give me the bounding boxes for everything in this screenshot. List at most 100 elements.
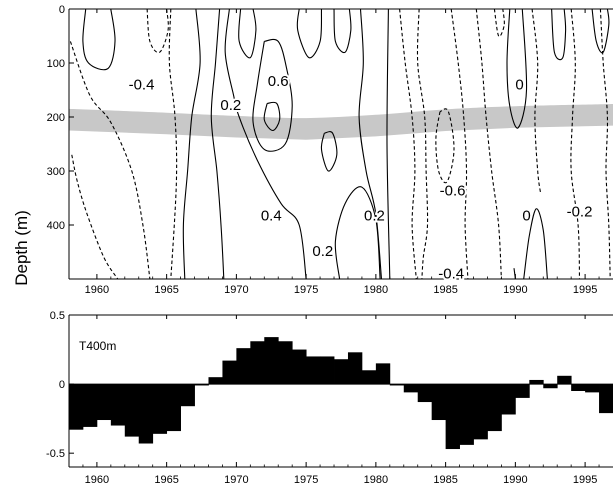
bar-panel-frame bbox=[68, 314, 613, 468]
contour-panel-frame bbox=[68, 8, 613, 280]
contour-line-2 bbox=[69, 41, 151, 279]
bar-1959 bbox=[82, 384, 98, 427]
contour-line-13 bbox=[333, 9, 352, 54]
contour-line-28 bbox=[551, 9, 567, 61]
bar-1961 bbox=[110, 384, 126, 426]
t400m-panel-label: T400m bbox=[79, 339, 116, 353]
contour-line-18 bbox=[399, 9, 417, 279]
depth-axis-title: Depth (m) bbox=[12, 210, 31, 286]
contour-x-tick-label-1975: 1975 bbox=[294, 284, 318, 296]
bar-1967 bbox=[194, 384, 209, 386]
contour-line-9 bbox=[238, 9, 257, 59]
contour-line-24 bbox=[493, 9, 505, 38]
contour-value-label-11: -0.2 bbox=[567, 204, 593, 221]
contour-line-22 bbox=[475, 9, 502, 279]
contour-line-11 bbox=[263, 101, 281, 132]
contour-value-label-2: 0.2 bbox=[220, 97, 241, 114]
t400m-bar-panel: 1960 1965 1970 1975 1980 1985 1990 1995 0.5 0 -0.5… bbox=[46, 310, 613, 486]
bar-1996 bbox=[599, 384, 613, 414]
contour-line-14 bbox=[320, 131, 338, 172]
contour-line-27 bbox=[531, 9, 542, 193]
contour-line-8 bbox=[224, 9, 307, 279]
bar-1970 bbox=[236, 348, 251, 385]
contour-y-tick-label-300: 300 bbox=[47, 166, 65, 178]
contour-line-26 bbox=[523, 208, 548, 279]
contour-panel-ticks: 1960 1965 1970 1975 1980 1985 1990 1995 0 100 200 3… bbox=[47, 4, 600, 296]
bar-1990 bbox=[515, 384, 530, 398]
bar-y-tick-label-0: 0.5 bbox=[50, 310, 65, 322]
bar-1975 bbox=[306, 356, 321, 385]
contour-line-12 bbox=[296, 9, 323, 59]
bar-1960 bbox=[96, 384, 112, 421]
bar-1966 bbox=[180, 384, 195, 407]
bar-y-tick-label-1: 0 bbox=[59, 379, 65, 391]
bar-1981 bbox=[389, 384, 405, 386]
bar-1969 bbox=[222, 360, 237, 385]
bar-1987 bbox=[473, 384, 488, 440]
contour-line-3 bbox=[146, 9, 169, 54]
shaded-band-layer bbox=[69, 104, 613, 140]
contour-x-tick-label-1985: 1985 bbox=[433, 284, 457, 296]
contour-value-label-1: -0.4 bbox=[129, 77, 155, 94]
bar-1976 bbox=[320, 356, 335, 385]
bar-1980 bbox=[375, 363, 391, 385]
contour-y-tick-label-100: 100 bbox=[47, 58, 65, 70]
bar-1977 bbox=[334, 359, 349, 385]
contour-x-tick-label-1970: 1970 bbox=[224, 284, 248, 296]
contour-value-label-3: 0.6 bbox=[268, 73, 289, 90]
bar-1989 bbox=[501, 384, 516, 415]
bar-1986 bbox=[459, 384, 474, 445]
bar-x-tick-label-1995: 1995 bbox=[573, 474, 597, 486]
contour-value-label-6: 0.2 bbox=[364, 207, 385, 224]
contour-value-label-9: -0.4 bbox=[438, 266, 464, 283]
contour-line-1 bbox=[82, 9, 116, 71]
contour-line-31 bbox=[591, 9, 610, 54]
contour-line-23 bbox=[506, 9, 528, 129]
contour-labels-layer: -0.4 0.2 0.6 0.4 0.2 0.2 -0.6 0 -0.4 0 -0.2 bbox=[127, 71, 595, 285]
contour-x-tick-label-1965: 1965 bbox=[154, 284, 178, 296]
bar-1968 bbox=[208, 377, 223, 385]
bar-x-tick-label-1965: 1965 bbox=[154, 474, 178, 486]
bar-1983 bbox=[417, 384, 433, 403]
bar-1991 bbox=[529, 379, 544, 385]
contour-line-29 bbox=[570, 9, 581, 279]
contour-line-7 bbox=[210, 9, 225, 279]
bar-1971 bbox=[250, 341, 265, 385]
contour-value-label-7: -0.6 bbox=[440, 182, 466, 199]
contour-y-tick-label-200: 200 bbox=[47, 112, 65, 124]
contour-value-label-10: 0 bbox=[522, 207, 530, 224]
bar-x-tick-label-1990: 1990 bbox=[503, 474, 527, 486]
bar-x-tick-label-1960: 1960 bbox=[85, 474, 109, 486]
bar-y-tick-label-2: -0.5 bbox=[46, 448, 65, 460]
bar-panel-ticks: 1960 1965 1970 1975 1980 1985 1990 1995 0.5 0 -0.5 bbox=[46, 310, 600, 486]
bar-1965 bbox=[166, 384, 181, 432]
bar-1988 bbox=[487, 384, 502, 432]
bar-1982 bbox=[403, 384, 419, 393]
bar-1963 bbox=[138, 384, 154, 444]
contour-line-6 bbox=[182, 9, 201, 279]
contour-line-5 bbox=[168, 9, 178, 279]
bar-1974 bbox=[292, 349, 307, 385]
contour-x-tick-label-1960: 1960 bbox=[85, 284, 109, 296]
bar-1994 bbox=[571, 384, 586, 391]
bar-x-tick-label-1975: 1975 bbox=[294, 474, 318, 486]
contour-x-tick-label-1980: 1980 bbox=[364, 284, 388, 296]
contour-x-tick-label-1995: 1995 bbox=[573, 284, 597, 296]
contour-x-tick-label-1990: 1990 bbox=[503, 284, 527, 296]
contour-line-4 bbox=[71, 154, 119, 279]
contour-line-17 bbox=[386, 9, 391, 279]
contour-value-label-4: 0.4 bbox=[261, 207, 282, 224]
bar-1978 bbox=[347, 352, 363, 385]
bar-1962 bbox=[124, 384, 140, 437]
contour-line-19 bbox=[416, 9, 429, 279]
bar-1984 bbox=[431, 384, 447, 421]
contour-value-label-8: 0 bbox=[515, 77, 523, 94]
bar-1958 bbox=[69, 384, 84, 430]
bar-1964 bbox=[152, 384, 168, 434]
depth-time-contour-panel: 1960 1965 1970 1975 1980 1985 1990 1995 0 100 200 3… bbox=[12, 4, 613, 296]
contour-line-10 bbox=[252, 38, 293, 152]
contour-lines-layer bbox=[69, 9, 611, 279]
bar-1985 bbox=[445, 384, 460, 450]
bar-x-tick-label-1970: 1970 bbox=[224, 474, 248, 486]
